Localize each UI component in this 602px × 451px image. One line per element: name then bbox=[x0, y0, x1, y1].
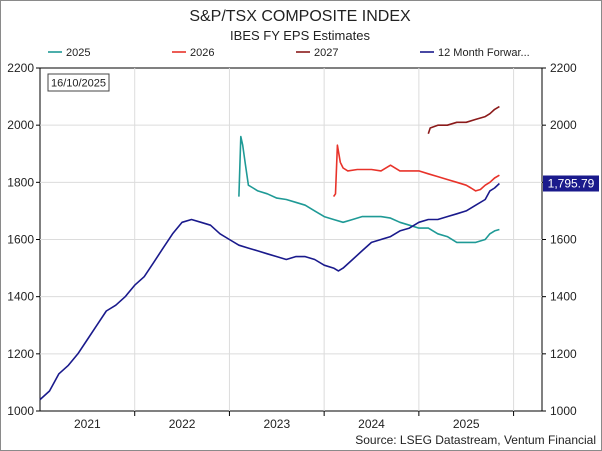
y-tick-label-right: 1200 bbox=[550, 347, 577, 361]
legend-label: 2027 bbox=[314, 47, 338, 59]
last-value-badge: 1,795.79 bbox=[543, 175, 599, 192]
x-tick-label: 2023 bbox=[263, 417, 290, 431]
y-tick-label-left: 1600 bbox=[7, 233, 34, 247]
last-value-box bbox=[543, 175, 599, 192]
y-tick-label-right: 2000 bbox=[550, 118, 577, 132]
chart-title: S&P/TSX COMPOSITE INDEX bbox=[189, 8, 411, 25]
y-tick-label-right: 1400 bbox=[550, 290, 577, 304]
y-tick-label-left: 1200 bbox=[7, 347, 34, 361]
legend-label: 12 Month Forwar... bbox=[438, 47, 530, 59]
source-note: Source: LSEG Datastream, Ventum Financia… bbox=[355, 433, 596, 447]
y-tick-label-left: 2200 bbox=[7, 61, 34, 75]
x-tick-label: 2025 bbox=[453, 417, 480, 431]
chart-subtitle: IBES FY EPS Estimates bbox=[230, 28, 370, 43]
y-tick-label-right: 1000 bbox=[550, 404, 577, 418]
last-value-label: 1,795.79 bbox=[548, 177, 595, 191]
y-tick-label-left: 1800 bbox=[7, 175, 34, 189]
legend-label: 2025 bbox=[66, 47, 90, 59]
x-tick-label: 2021 bbox=[74, 417, 101, 431]
y-tick-label-left: 1000 bbox=[7, 404, 34, 418]
date-label: 16/10/2025 bbox=[51, 78, 106, 90]
date-box-border bbox=[47, 73, 110, 92]
y-axis-left: 1000 1200 1400 1600 1800 2000 2200 bbox=[7, 61, 40, 418]
legend: 2025 2026 2027 12 Month Forwar... bbox=[48, 47, 530, 59]
y-tick-label-left: 2000 bbox=[7, 118, 34, 132]
series-line-1 bbox=[332, 144, 500, 198]
x-tick-label: 2024 bbox=[358, 417, 385, 431]
y-tick-label-right: 1600 bbox=[550, 233, 577, 247]
x-axis: 2021 2022 2023 2024 2025 bbox=[74, 411, 515, 431]
legend-label: 2026 bbox=[190, 47, 214, 59]
x-tick-label: 2022 bbox=[169, 417, 196, 431]
series-line-0 bbox=[238, 135, 500, 244]
date-box: 16/10/2025 bbox=[47, 73, 110, 92]
series-line-2 bbox=[427, 105, 500, 134]
y-tick-label-right: 2200 bbox=[550, 61, 577, 75]
y-tick-label-left: 1400 bbox=[7, 290, 34, 304]
series-line-3 bbox=[39, 182, 500, 401]
series-lines bbox=[39, 105, 500, 401]
